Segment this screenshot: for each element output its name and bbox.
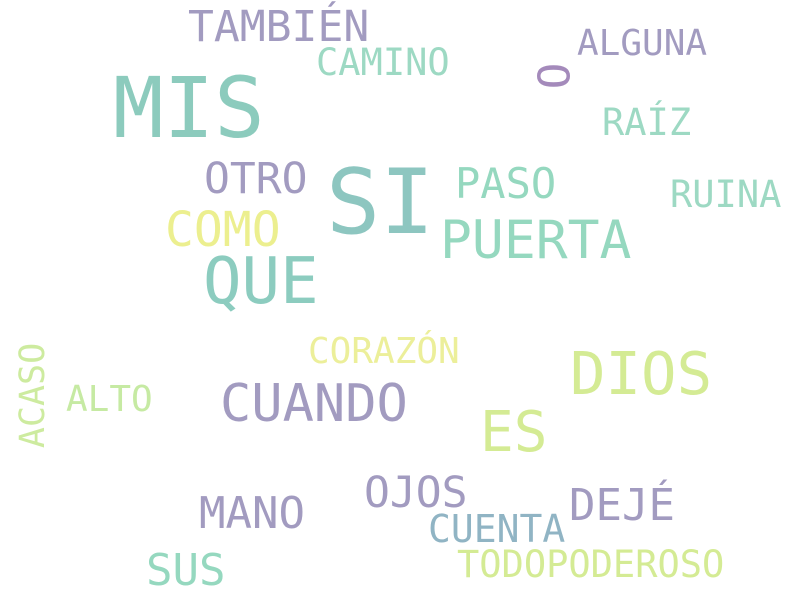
word-puerta: PUERTA bbox=[440, 210, 632, 271]
word-paso: PASO bbox=[455, 159, 557, 208]
word-o: O bbox=[526, 62, 578, 90]
word-sus: SUS bbox=[146, 545, 226, 596]
word-alto: ALTO bbox=[66, 379, 153, 420]
word-acaso: ACASO bbox=[13, 342, 54, 449]
word-otro: OTRO bbox=[204, 154, 308, 204]
word-cuando: CUANDO bbox=[220, 374, 408, 434]
word-todopoderoso: TODOPODEROSO bbox=[457, 543, 725, 586]
word-mis: MIS bbox=[113, 59, 265, 157]
word-como: COMO bbox=[165, 202, 281, 258]
word-si: SI bbox=[326, 150, 435, 255]
word-camino: CAMINO bbox=[316, 41, 450, 84]
word-raiz: RAÍZ bbox=[602, 101, 692, 144]
word-alguna: ALGUNA bbox=[577, 23, 708, 64]
word-mano: MANO bbox=[199, 488, 305, 539]
word-cuenta: CUENTA bbox=[428, 507, 566, 551]
word-corazon: CORAZÓN bbox=[308, 331, 460, 372]
word-ojos: OJOS bbox=[364, 468, 468, 518]
word-es: ES bbox=[480, 400, 548, 465]
word-ruina: RUINA bbox=[670, 173, 782, 216]
word-tambien: TAMBIÉN bbox=[188, 2, 370, 52]
word-que: QUE bbox=[203, 245, 319, 319]
word-dios: DIOS bbox=[570, 339, 713, 408]
word-deje: DEJÉ bbox=[569, 480, 675, 531]
